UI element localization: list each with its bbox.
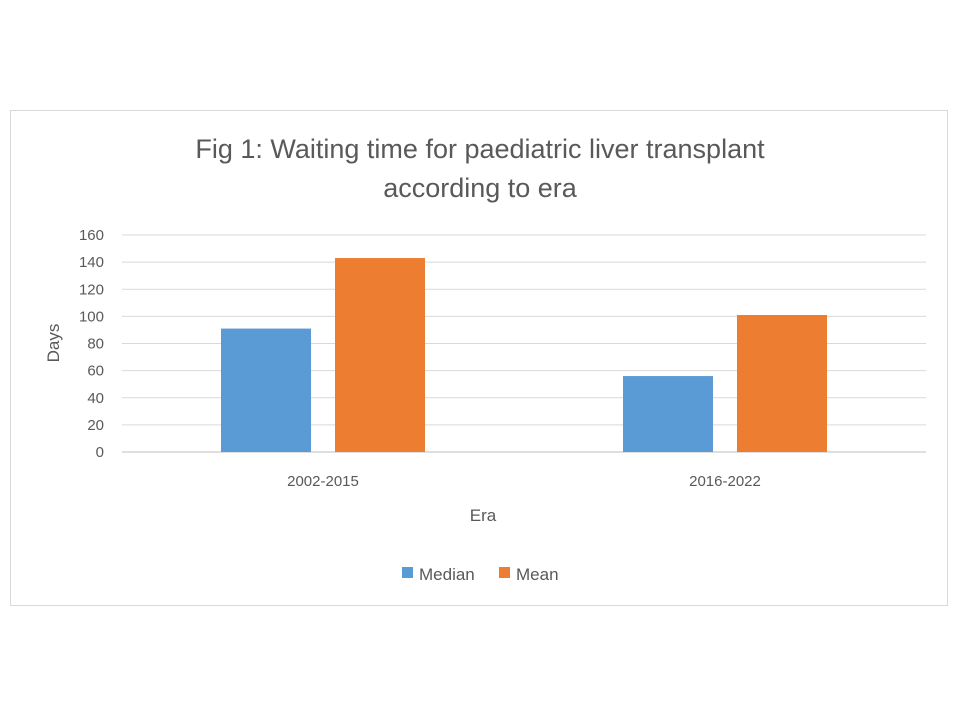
bar-mean-2016-2022 xyxy=(737,315,827,452)
y-tick-label: 0 xyxy=(96,444,104,461)
y-tick-label: 80 xyxy=(87,336,104,353)
y-tick-label: 20 xyxy=(87,417,104,434)
x-axis-ticks: 2002-2015 2016-2022 xyxy=(287,473,761,490)
bar-median-2016-2022 xyxy=(623,376,713,452)
y-tick-label: 100 xyxy=(79,308,104,325)
chart-title-line-1: Fig 1: Waiting time for paediatric liver… xyxy=(195,134,765,164)
legend-label-median: Median xyxy=(419,565,475,584)
x-axis-title: Era xyxy=(470,506,497,525)
y-tick-label: 40 xyxy=(87,390,104,407)
x-tick-label: 2002-2015 xyxy=(287,473,359,490)
y-tick-label: 60 xyxy=(87,363,104,380)
y-tick-label: 140 xyxy=(79,254,104,271)
legend: Median Mean xyxy=(402,565,559,584)
x-tick-label: 2016-2022 xyxy=(689,473,761,490)
legend-swatch-mean xyxy=(499,567,510,578)
legend-label-mean: Mean xyxy=(516,565,559,584)
legend-swatch-median xyxy=(402,567,413,578)
chart-title-line-2: according to era xyxy=(383,173,578,203)
y-axis-title: Days xyxy=(44,324,63,363)
y-axis-ticks: 0 20 40 60 80 100 120 140 160 xyxy=(79,227,104,461)
bar-median-2002-2015 xyxy=(221,328,311,452)
bar-mean-2002-2015 xyxy=(335,258,425,452)
y-tick-label: 160 xyxy=(79,227,104,244)
bars xyxy=(221,258,827,452)
y-tick-label: 120 xyxy=(79,281,104,298)
